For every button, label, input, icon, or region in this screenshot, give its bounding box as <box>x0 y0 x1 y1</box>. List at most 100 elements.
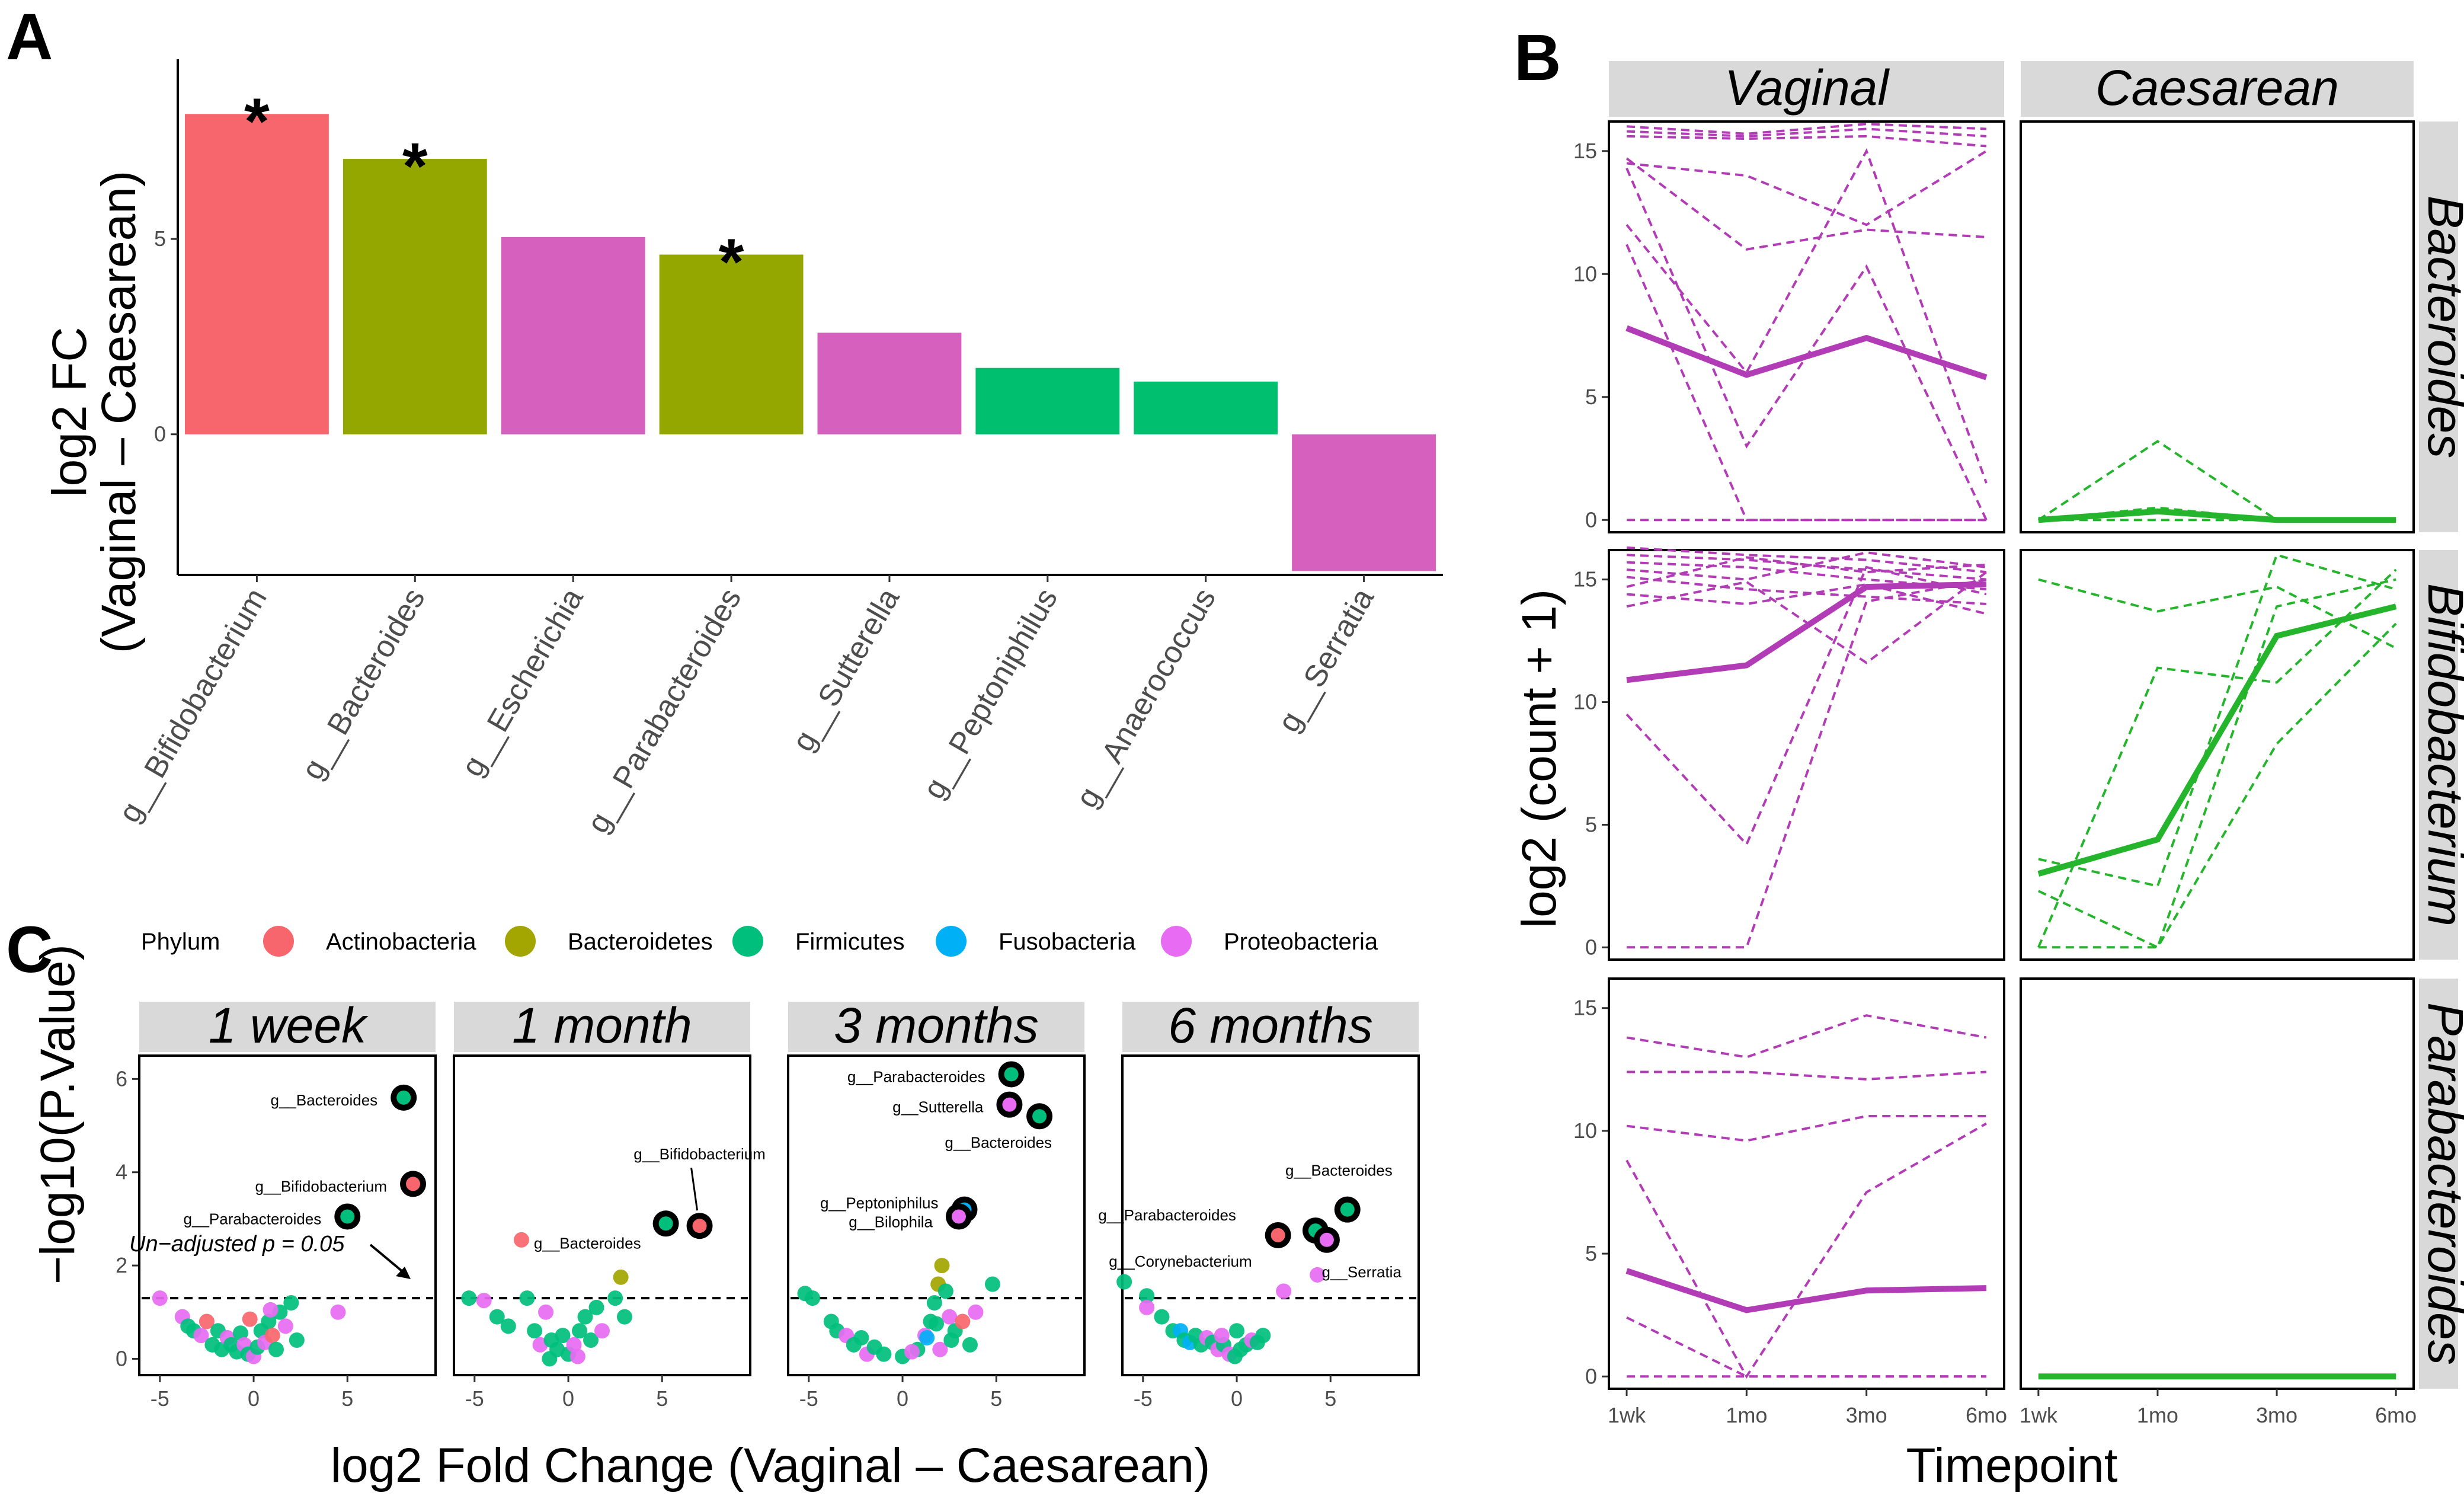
panel-b-xtick-label: 3mo <box>1846 1403 1887 1427</box>
panel-c-point <box>1310 1267 1326 1283</box>
panel-c-highlight-point <box>406 1177 421 1191</box>
panel-c-point <box>934 1258 950 1274</box>
panel-c-point <box>572 1323 588 1339</box>
panel-c-point-label: g__Bifidobacterium <box>633 1145 766 1163</box>
legend-key-actinobacteria <box>263 926 294 957</box>
legend-label: Bacteroidetes <box>568 929 713 955</box>
panel-b-individual-line <box>1626 576 1987 606</box>
legend-label: Proteobacteria <box>1224 929 1378 955</box>
panel-a-ytick-label: 5 <box>154 226 166 251</box>
panel-b-column-strip <box>2021 61 2414 117</box>
panel-c-point <box>1255 1328 1271 1344</box>
panel-c-highlight-point <box>1319 1232 1334 1247</box>
panel-c-point <box>193 1328 209 1344</box>
panel-c-point <box>476 1293 492 1309</box>
panel-b-ytick-label: 0 <box>1585 935 1597 959</box>
panel-b-xtick-label: 1wk <box>2020 1403 2058 1427</box>
panel-c-point <box>268 1341 284 1357</box>
panel-b-column-strip <box>1609 61 2004 117</box>
panel-c-point <box>984 1276 1000 1292</box>
panel-c-ytick-label: 2 <box>116 1253 127 1277</box>
panel-c-annotation-arrow-head <box>396 1267 411 1279</box>
panel-c-point <box>613 1269 629 1285</box>
panel-c-point <box>1139 1288 1155 1304</box>
panel-b-ytick-label: 10 <box>1573 690 1597 714</box>
panel-b-individual-line <box>1626 123 1987 135</box>
panel-b-individual-line <box>1626 571 1988 664</box>
panel-c-ylabel: −log10(P.Value) <box>31 944 85 1284</box>
panel-b-mean-line <box>1625 325 1988 381</box>
panel-a-category-label: g__Escherichia <box>455 583 590 782</box>
panel-b-individual-line <box>1626 1014 1987 1059</box>
panel-a-category-label: g__Parabacteroides <box>581 583 748 839</box>
panel-b-individual-line <box>1626 583 1987 615</box>
panel-c-facet-strip <box>139 1002 436 1052</box>
panel-c-point <box>588 1299 604 1315</box>
panel-c-point <box>569 1348 585 1364</box>
panel-c-xtick-label: 5 <box>1324 1386 1336 1411</box>
panel-b-row-strip <box>2419 979 2458 1389</box>
panel-a-bar <box>343 159 487 434</box>
panel-b-facet <box>1608 120 2005 533</box>
panel-c-point <box>1229 1323 1245 1339</box>
panel-b-ytick-label: 15 <box>1573 996 1597 1020</box>
panel-c-point <box>1276 1283 1292 1299</box>
panel-b-letter: B <box>1514 21 1561 94</box>
panel-c-xtick-label: 0 <box>1231 1386 1243 1411</box>
panel-a-bar <box>501 236 645 434</box>
panel-c-point-label: g__Serratia <box>1322 1263 1402 1281</box>
panel-c-point <box>853 1330 869 1346</box>
panel-c-xtick-label: 0 <box>562 1386 574 1411</box>
panel-b-row-title: Bifidobacterium <box>2418 583 2464 926</box>
panel-c-xtick-label: 0 <box>248 1386 260 1411</box>
panel-a-significance-star: * <box>402 130 428 203</box>
panel-c-point <box>263 1302 279 1318</box>
panel-c-facet-strip <box>788 1002 1084 1052</box>
panel-b-ytick-label: 15 <box>1573 139 1597 163</box>
panel-c-point-label: g__Peptoniphilus <box>820 1194 939 1212</box>
panel-c-highlight-point <box>1032 1109 1047 1124</box>
panel-c-point <box>527 1323 543 1339</box>
panel-c-facet-title: 3 months <box>834 998 1039 1053</box>
panel-b-facet-frame <box>2020 977 2415 1390</box>
panel-b-mean-line <box>1625 1268 1987 1313</box>
panel-c-point <box>962 1337 978 1353</box>
panel-c-highlight-point <box>658 1216 673 1231</box>
panel-b-individual-line <box>1626 1115 1986 1142</box>
panel-b-facet <box>2020 977 2415 1390</box>
panel-b-individual-line <box>2037 568 2397 948</box>
panel-c-point <box>919 1330 935 1346</box>
panel-b-ytick-label: 0 <box>1585 1364 1597 1388</box>
panel-b-facet <box>1608 977 2005 1390</box>
panel-a-category-label: g__Peptoniphilus <box>916 583 1064 805</box>
panel-c-point-label: g__Bacteroides <box>534 1234 641 1252</box>
panel-c-point <box>937 1283 953 1299</box>
panel-b-facet-frame <box>2020 549 2415 961</box>
legend-key-proteobacteria <box>1161 926 1192 957</box>
panel-c-point <box>513 1232 529 1248</box>
panel-b-row-strip <box>2419 550 2458 960</box>
panel-c-point <box>542 1351 558 1367</box>
panel-b-individual-line <box>1625 1122 1987 1379</box>
panel-c-xtick-label: 5 <box>341 1386 353 1411</box>
panel-b-individual-line <box>1627 578 1987 949</box>
panel-c-point <box>538 1304 554 1320</box>
panel-c-point <box>461 1290 477 1306</box>
panel-b-individual-line <box>2038 553 2396 888</box>
panel-b-individual-line <box>1627 1070 1987 1081</box>
panel-c-point <box>929 1316 944 1332</box>
panel-b-individual-line <box>1626 127 1987 138</box>
panel-c-point-label: g__Parabacteroides <box>1098 1206 1236 1224</box>
panel-b-xlabel: Timepoint <box>1906 1439 2118 1492</box>
panel-b-column-title: Vaginal <box>1724 60 1890 116</box>
panel-c-point <box>566 1337 582 1353</box>
panel-b-row-title: Bacteroides <box>2418 196 2464 459</box>
panel-c-point <box>277 1318 293 1334</box>
panel-c-threshold-annotation: Un−adjusted p = 0.05 <box>129 1232 345 1257</box>
panel-c-point <box>555 1328 571 1344</box>
panel-c-point <box>577 1309 593 1325</box>
panel-c-point-label: g__Bilophila <box>849 1213 933 1230</box>
panel-c-xtick-label: -5 <box>151 1386 169 1411</box>
panel-b-xtick-label: 6mo <box>1966 1403 2007 1427</box>
panel-c-annotation-arrow-shaft <box>369 1244 407 1276</box>
